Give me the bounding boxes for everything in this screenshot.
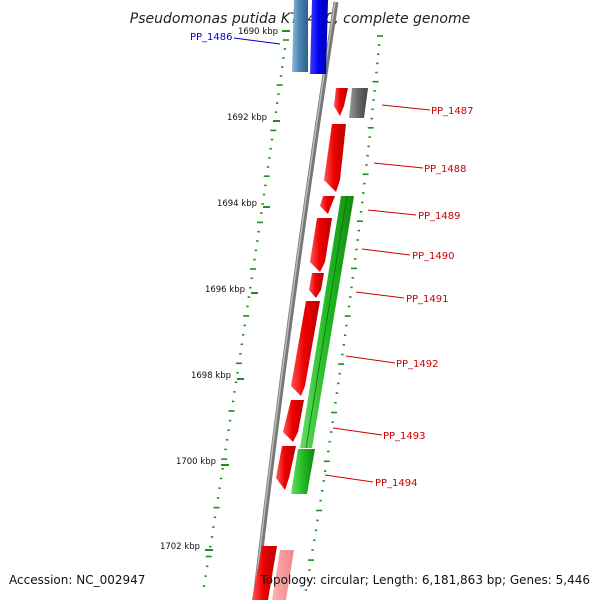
gene-pp-1488-red-arrow[interactable] [324, 124, 346, 192]
leader-line-pp-1486 [233, 37, 281, 45]
kbp-label-1698: 1698 kbp [191, 371, 231, 381]
gene-PP_1486-block[interactable] [292, 0, 328, 74]
gene-label-pp-1490[interactable]: PP_1490 [412, 251, 455, 262]
gene-bottom-red-bar[interactable] [252, 546, 277, 600]
green-track-short[interactable] [291, 449, 315, 494]
gene-pp-1494-red-arrow[interactable] [276, 446, 296, 490]
kbp-scale: 1690 kbp 1692 kbp 1694 kbp 1696 kbp 1698… [160, 27, 290, 552]
gene-label-pp-1486[interactable]: PP_1486 [190, 32, 233, 43]
kbp-label-1702: 1702 kbp [160, 542, 200, 552]
accession-text: Accession: NC_002947 [9, 573, 146, 587]
gene-label-pp-1491[interactable]: PP_1491 [406, 294, 449, 305]
gene-pp-1489-red-arrow[interactable] [320, 196, 335, 214]
gene-pp-1487-red-arrow[interactable] [334, 88, 348, 116]
gene-pp-1491-red-arrow[interactable] [309, 273, 324, 298]
gene-label-pp-1493[interactable]: PP_1493 [383, 431, 426, 442]
leader-line-pp-1487 [381, 104, 431, 111]
genome-backbone [252, 1, 339, 601]
green-track-long[interactable] [300, 196, 354, 448]
outer-tick-ring [304, 35, 383, 591]
leader-line-pp-1490 [361, 248, 411, 256]
kbp-label-1694: 1694 kbp [217, 199, 257, 209]
gene-pp-1486-blue-bar[interactable] [310, 0, 328, 74]
kbp-label-1696: 1696 kbp [205, 285, 245, 295]
kbp-label-1700: 1700 kbp [176, 457, 216, 467]
leader-line-pp-1489 [367, 209, 417, 216]
kbp-label-1692: 1692 kbp [227, 113, 267, 123]
gene-labels: PP_1486 PP_1487 PP_1488 PP_1489 PP_1490 … [190, 32, 474, 489]
gene-label-pp-1494[interactable]: PP_1494 [375, 478, 418, 489]
gene-pp-1487-gray-bar[interactable] [349, 88, 368, 118]
gene-label-pp-1489[interactable]: PP_1489 [418, 211, 461, 222]
gene-pp-1492-red-arrow[interactable] [291, 301, 320, 396]
gene-bottom-light-red-bar[interactable] [272, 550, 294, 600]
gene-label-pp-1492[interactable]: PP_1492 [396, 359, 439, 370]
genome-backbone-highlight [253, 1, 336, 601]
leader-line-pp-1494 [324, 474, 374, 483]
gene-pp-1490-red-arrow[interactable] [310, 218, 332, 272]
leader-line-pp-1492 [345, 355, 396, 364]
kbp-label-1690: 1690 kbp [238, 27, 278, 37]
leader-line-pp-1488 [373, 162, 424, 169]
gene-pp-1493-red-arrow[interactable] [283, 400, 304, 442]
leader-line-pp-1491 [355, 291, 405, 299]
topology-text: Topology: circular; Length: 6,181,863 bp… [260, 573, 590, 587]
green-track-midline [305, 195, 348, 449]
gene-label-pp-1487[interactable]: PP_1487 [431, 106, 474, 117]
gene-pp-1486-steel-bar[interactable] [292, 0, 308, 72]
leader-line-pp-1493 [332, 427, 383, 436]
gene-label-pp-1488[interactable]: PP_1488 [424, 164, 467, 175]
